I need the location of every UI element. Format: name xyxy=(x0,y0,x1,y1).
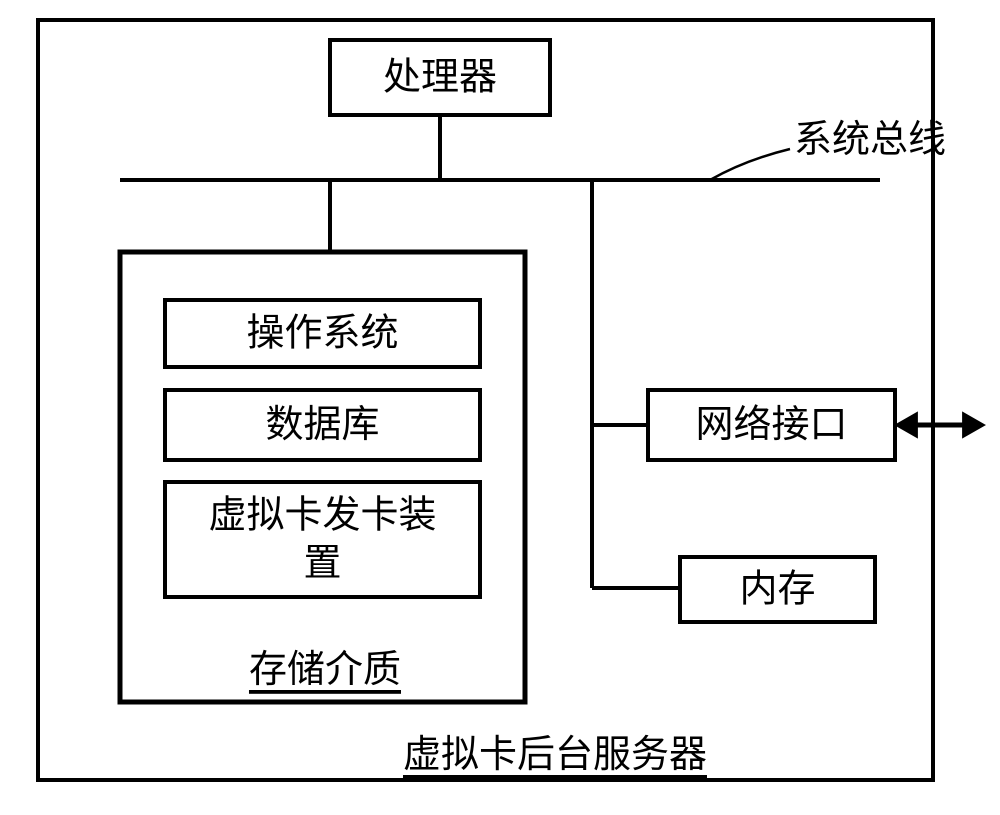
processor-label: 处理器 xyxy=(383,57,497,99)
memory-label: 内存 xyxy=(739,569,815,611)
network-label: 网络接口 xyxy=(695,404,847,446)
storage-item-label-1: 数据库 xyxy=(265,404,379,446)
storage-label: 存储介质 xyxy=(249,649,401,691)
storage-item-label-2-line2: 置 xyxy=(303,543,341,585)
storage-item-label-2-line1: 虚拟卡发卡装 xyxy=(208,495,436,537)
system-bus-label: 系统总线 xyxy=(794,119,946,161)
diagram-title: 虚拟卡后台服务器 xyxy=(403,734,707,776)
storage-item-label-0: 操作系统 xyxy=(246,313,398,355)
